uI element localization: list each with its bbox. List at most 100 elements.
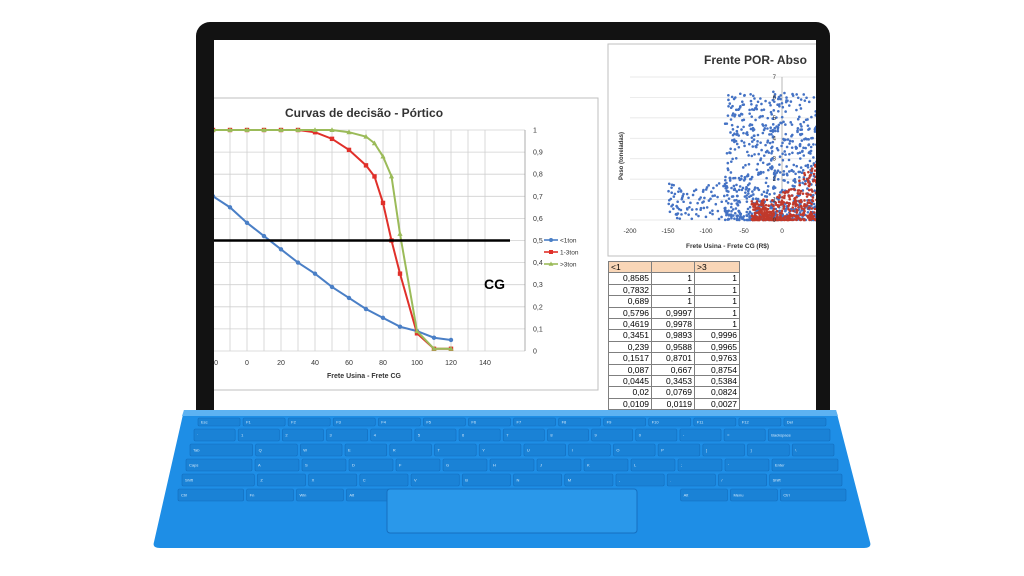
key-,[interactable]: , xyxy=(615,473,665,487)
key--[interactable]: - xyxy=(679,428,722,442)
key-6[interactable]: 6 xyxy=(458,428,501,442)
key-1[interactable]: 1 xyxy=(237,428,280,442)
key-f9[interactable]: F9 xyxy=(603,417,647,427)
key-x[interactable]: X xyxy=(308,473,358,487)
key-h[interactable]: H xyxy=(489,458,535,472)
table-cell[interactable]: 0,0824 xyxy=(694,386,740,399)
key-][interactable]: ] xyxy=(747,443,790,457)
key-7[interactable]: 7 xyxy=(502,428,545,442)
key-j[interactable]: J xyxy=(536,458,582,472)
key-f4[interactable]: F4 xyxy=(377,417,421,427)
key-4[interactable]: 4 xyxy=(370,428,413,442)
key-l[interactable]: L xyxy=(630,458,676,472)
table-cell[interactable]: 0,0119 xyxy=(651,397,695,411)
table-cell[interactable]: 0,9763 xyxy=(694,352,740,365)
key-caps[interactable]: Caps xyxy=(185,458,253,472)
key-a[interactable]: A xyxy=(254,458,300,472)
key-backspace[interactable]: Backspace xyxy=(767,428,831,442)
key-9[interactable]: 9 xyxy=(591,428,634,442)
key-win[interactable]: Win xyxy=(296,488,344,502)
table-cell[interactable]: 0,3451 xyxy=(608,329,652,342)
key-y[interactable]: Y xyxy=(478,443,522,457)
key-.[interactable]: . xyxy=(666,473,716,487)
key-3[interactable]: 3 xyxy=(326,428,368,442)
key-o[interactable]: O xyxy=(613,443,656,457)
scatter-point xyxy=(794,201,798,205)
key-shift[interactable]: Shift xyxy=(769,473,843,487)
key-f1[interactable]: F1 xyxy=(242,417,286,427)
key-enter[interactable]: Enter xyxy=(771,458,839,472)
key-t[interactable]: T xyxy=(434,443,477,457)
key-e[interactable]: E xyxy=(344,443,388,457)
key-c[interactable]: C xyxy=(359,473,409,487)
key-s[interactable]: S xyxy=(301,458,347,472)
scatter-point xyxy=(808,174,812,177)
key-2[interactable]: 2 xyxy=(282,428,324,442)
key-tab[interactable]: Tab xyxy=(189,443,253,457)
key-u[interactable]: U xyxy=(523,443,566,457)
scatter-point xyxy=(735,202,739,205)
scatter-point xyxy=(778,193,781,197)
key-`[interactable]: ` xyxy=(193,428,236,442)
key-k[interactable]: K xyxy=(583,458,629,472)
key-f7[interactable]: F7 xyxy=(513,417,556,427)
table-cell[interactable]: 0,9965 xyxy=(694,340,740,354)
table-cell[interactable]: 0,0445 xyxy=(608,375,652,388)
key-f11[interactable]: F11 xyxy=(693,417,737,427)
key-i[interactable]: I xyxy=(568,443,611,457)
key-8[interactable]: 8 xyxy=(547,428,589,442)
key-g[interactable]: G xyxy=(442,458,488,472)
key-alt[interactable]: Alt xyxy=(680,488,728,502)
key-v[interactable]: V xyxy=(410,473,460,487)
key-\[interactable]: \ xyxy=(791,443,835,457)
key-alt[interactable]: Alt xyxy=(346,488,394,502)
key-/[interactable]: / xyxy=(718,473,767,487)
scatter-point xyxy=(750,175,754,179)
key-label: F2 xyxy=(291,420,296,425)
key-'[interactable]: ' xyxy=(724,458,770,472)
key-shift[interactable]: Shift xyxy=(181,473,255,487)
scatter-point xyxy=(731,133,735,137)
table-cell[interactable]: 0,5384 xyxy=(694,375,740,388)
scatter-point xyxy=(754,216,758,220)
key-f12[interactable]: F12 xyxy=(738,417,782,427)
key-menu[interactable]: Menu xyxy=(730,488,778,502)
table-cell[interactable]: 0,9996 xyxy=(694,329,740,342)
key-m[interactable]: M xyxy=(564,473,614,487)
key-fn[interactable]: Fn xyxy=(246,488,294,502)
x-tick-label: 80 xyxy=(379,360,387,367)
key-=[interactable]: = xyxy=(723,428,766,442)
key-cap xyxy=(603,417,647,427)
table-cell[interactable]: 0,8754 xyxy=(694,363,740,377)
key-b[interactable]: B xyxy=(461,473,511,487)
table-cell[interactable]: 0,9978 xyxy=(651,318,695,331)
key-f2[interactable]: F2 xyxy=(287,417,331,427)
key-del[interactable]: Del xyxy=(783,417,827,427)
key-n[interactable]: N xyxy=(513,473,563,487)
key-q[interactable]: Q xyxy=(255,443,298,457)
key-ctrl[interactable]: Ctrl xyxy=(177,488,244,502)
scatter-point xyxy=(694,188,698,192)
key-[[interactable]: [ xyxy=(702,443,745,457)
key-;[interactable]: ; xyxy=(677,458,723,472)
key-0[interactable]: 0 xyxy=(635,428,678,442)
key-f6[interactable]: F6 xyxy=(468,417,511,427)
table-cell[interactable]: 0,0769 xyxy=(651,386,695,399)
key-f10[interactable]: F10 xyxy=(648,417,692,427)
key-f3[interactable]: F3 xyxy=(332,417,376,427)
key-f8[interactable]: F8 xyxy=(558,417,601,427)
key-r[interactable]: R xyxy=(389,443,432,457)
key-w[interactable]: W xyxy=(300,443,343,457)
table-cell[interactable]: 0,0027 xyxy=(694,397,740,411)
scatter-point xyxy=(790,123,794,126)
key-d[interactable]: D xyxy=(348,458,394,472)
touchpad[interactable] xyxy=(386,488,638,534)
key-5[interactable]: 5 xyxy=(414,428,457,442)
key-ctrl[interactable]: Ctrl xyxy=(780,488,847,502)
key-z[interactable]: Z xyxy=(257,473,306,487)
key-f[interactable]: F xyxy=(395,458,441,472)
scatter-point xyxy=(770,149,774,153)
key-p[interactable]: P xyxy=(657,443,701,457)
key-esc[interactable]: Esc xyxy=(197,417,241,427)
key-f5[interactable]: F5 xyxy=(423,417,466,427)
